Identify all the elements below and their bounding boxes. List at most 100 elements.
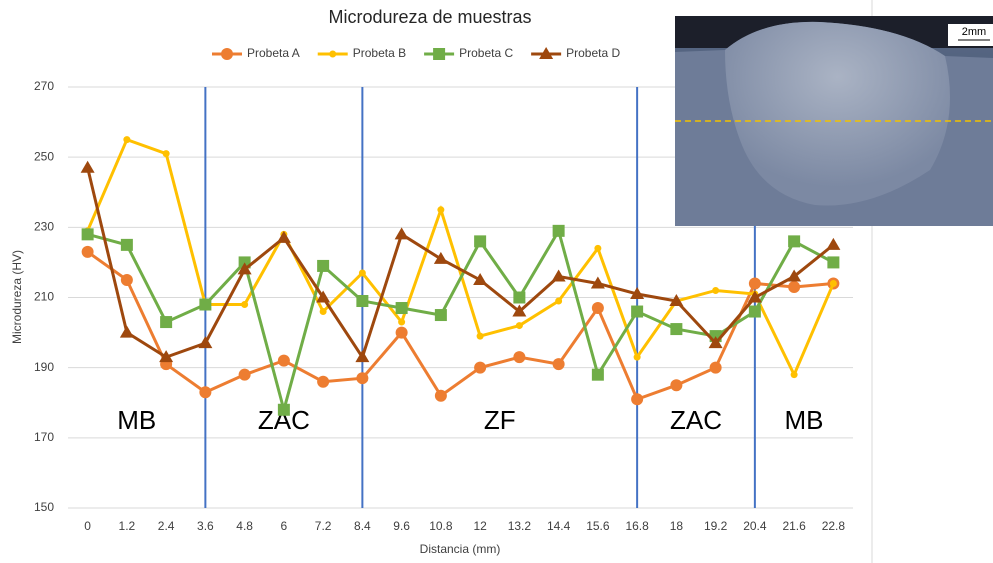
marker (594, 244, 602, 252)
series-line (86, 250, 834, 402)
inset-image: 2mm (675, 16, 993, 226)
x-tick-label: 9.6 (393, 519, 410, 533)
marker (591, 368, 604, 381)
inset-weld (725, 21, 950, 206)
marker (394, 227, 409, 240)
x-tick-label: 0 (84, 519, 91, 533)
marker (159, 350, 174, 363)
marker (160, 316, 173, 329)
marker (81, 245, 94, 258)
x-tick-label: 3.6 (197, 519, 214, 533)
zone-label: MB (784, 405, 823, 435)
marker (747, 290, 762, 303)
marker (433, 251, 448, 264)
marker (670, 323, 683, 336)
marker (826, 237, 841, 250)
marker (356, 295, 369, 308)
y-tick-label: 230 (34, 220, 54, 234)
series-line (86, 167, 835, 361)
marker (237, 262, 252, 275)
y-tick-label: 250 (34, 149, 54, 163)
marker (474, 361, 487, 374)
marker (356, 372, 369, 385)
x-tick-label: 7.2 (315, 519, 332, 533)
zone-label: ZAC (670, 405, 722, 435)
zone-label: ZF (484, 405, 516, 435)
y-tick-label: 270 (34, 79, 54, 93)
marker (515, 322, 523, 330)
x-tick-label: 1.2 (119, 519, 136, 533)
marker (748, 305, 761, 318)
marker (317, 259, 330, 272)
marker (221, 48, 233, 60)
x-tick-label: 19.2 (704, 519, 728, 533)
marker (395, 302, 408, 315)
marker (590, 276, 605, 289)
zone-label: MB (117, 405, 156, 435)
x-tick-label: 6 (281, 519, 288, 533)
marker (630, 286, 645, 299)
marker (631, 393, 644, 406)
marker (398, 318, 406, 326)
marker (788, 280, 801, 293)
marker (539, 47, 554, 59)
marker (552, 358, 565, 371)
x-axis-label: Distancia (mm) (420, 542, 501, 556)
marker (552, 224, 565, 237)
marker (748, 277, 761, 290)
marker (473, 272, 488, 285)
legend-label: Probeta D (566, 46, 620, 60)
marker (120, 238, 133, 251)
marker (277, 403, 290, 416)
marker (709, 361, 722, 374)
marker (276, 230, 291, 243)
marker (669, 294, 684, 307)
marker (513, 291, 526, 304)
marker (119, 325, 134, 338)
marker (80, 160, 95, 173)
y-tick-label: 190 (34, 360, 54, 374)
legend-label: Probeta C (459, 46, 513, 60)
marker (513, 351, 526, 364)
marker (474, 235, 487, 248)
marker (591, 302, 604, 315)
y-tick-label: 150 (34, 500, 54, 514)
marker (433, 48, 446, 60)
x-tick-label: 20.4 (743, 519, 767, 533)
marker (316, 290, 331, 303)
marker (434, 309, 447, 322)
x-tick-label: 8.4 (354, 519, 371, 533)
x-tick-label: 18 (670, 519, 684, 533)
x-tick-label: 12 (473, 519, 487, 533)
marker (317, 375, 330, 388)
marker (631, 305, 644, 318)
legend-label: Probeta B (353, 46, 406, 60)
y-tick-label: 170 (34, 430, 54, 444)
x-tick-label: 14.4 (547, 519, 571, 533)
marker (788, 235, 801, 248)
marker (238, 368, 251, 381)
marker (395, 326, 408, 339)
x-tick-label: 13.2 (508, 519, 532, 533)
marker (787, 269, 802, 282)
x-tick-label: 22.8 (822, 519, 846, 533)
series-line (86, 137, 835, 379)
marker (437, 206, 445, 214)
marker (199, 386, 212, 399)
marker (198, 336, 213, 349)
marker (670, 379, 683, 392)
marker (120, 273, 133, 286)
x-tick-label: 15.6 (586, 519, 610, 533)
marker (712, 286, 720, 294)
scale-label: 2mm (962, 26, 986, 38)
marker (827, 256, 840, 269)
marker (555, 297, 563, 305)
marker (512, 304, 527, 317)
marker (329, 50, 337, 58)
marker (319, 308, 327, 316)
legend-label: Probeta A (247, 46, 300, 60)
x-tick-label: 10.8 (429, 519, 453, 533)
chart-title: Microdureza de muestras (328, 7, 531, 27)
marker (551, 269, 566, 282)
